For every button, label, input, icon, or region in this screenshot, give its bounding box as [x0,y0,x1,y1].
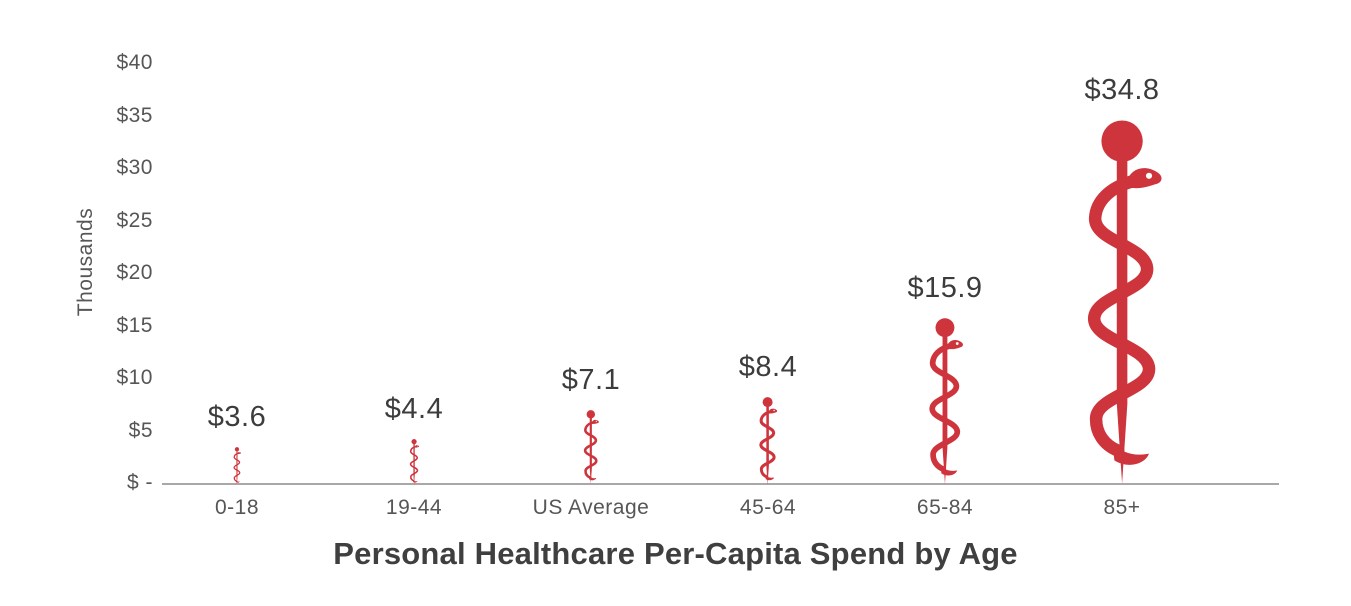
bar-glyph [1074,120,1170,485]
rod-of-asclepius-icon [1087,120,1162,484]
y-tick-label: $25 [116,208,153,232]
x-category-label: 45-64 [739,496,797,519]
rod-of-asclepius-icon [759,396,778,485]
y-tick-label: $20 [116,261,153,284]
rod-of-asclepius-icon [409,438,419,485]
x-category-label: 85+ [1103,496,1141,519]
chart-title: Personal Healthcare Per-Capita Spend by … [333,536,1018,571]
bar-glyph [756,396,779,485]
bar-glyph [923,318,967,485]
x-category-label: 65-84 [916,496,974,519]
y-tick-label: $30 [116,156,153,179]
y-tick-label: $35 [116,103,153,127]
rod-of-asclepius-icon [233,447,242,485]
bar-glyph [232,447,242,485]
bar-value-label: $4.4 [384,392,444,425]
bar-value-label: $3.6 [207,401,267,434]
rod-of-asclepius-icon [929,318,964,485]
x-category-label: US Average [532,496,650,519]
bar-glyph [581,410,601,485]
y-tick-label: $10 [116,366,153,389]
y-tick-label: $ - [126,471,153,494]
bar-value-label: $15.9 [907,272,983,305]
bar-value-label: $8.4 [738,350,798,383]
x-category-label: 0-18 [214,496,260,519]
bar-value-label: $7.1 [561,364,621,397]
x-axis-line [162,483,1279,485]
y-tick-label: $5 [128,418,153,442]
bar-glyph [408,438,420,485]
rod-of-asclepius-icon [584,410,600,485]
y-tick-label: $40 [116,51,153,74]
bar-value-label: $34.8 [1084,73,1160,106]
x-category-label: 19-44 [385,496,443,519]
y-tick-label: $15 [116,313,153,337]
